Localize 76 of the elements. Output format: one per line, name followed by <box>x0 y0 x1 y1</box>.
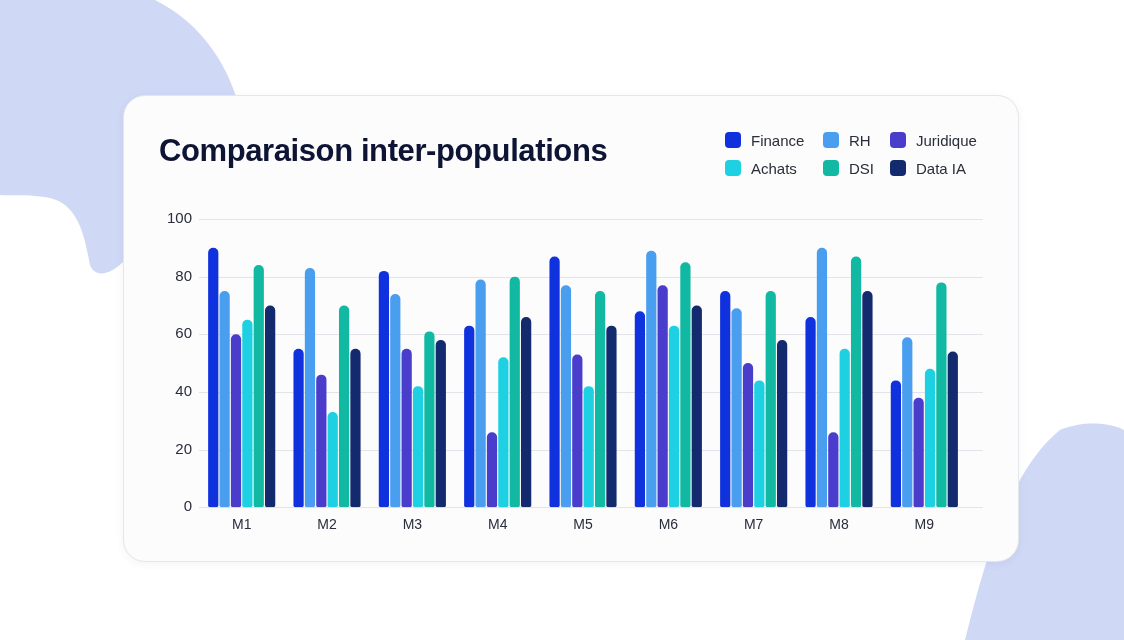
bar <box>208 247 219 508</box>
bar <box>464 325 475 508</box>
bar <box>924 368 936 508</box>
x-tick-label: M2 <box>317 516 337 533</box>
chart-title: Comparaison inter-populations <box>159 132 608 170</box>
y-tick-label: 20 <box>175 439 193 457</box>
bar <box>720 291 731 508</box>
bar <box>242 319 253 508</box>
bar <box>521 316 532 508</box>
bar <box>947 351 958 508</box>
legend-label: Data IA <box>916 159 967 177</box>
bar <box>583 386 594 508</box>
bar <box>668 325 680 508</box>
bar <box>338 305 350 508</box>
bar <box>850 256 862 508</box>
bar <box>839 348 850 508</box>
bar <box>350 348 361 508</box>
x-tick-label: M8 <box>829 516 849 533</box>
bar <box>594 291 606 508</box>
bar <box>572 354 583 508</box>
x-tick-label: M9 <box>914 516 935 533</box>
bar <box>253 265 264 508</box>
x-tick-label: M5 <box>573 516 593 533</box>
bar <box>902 337 913 508</box>
legend-label: Achats <box>751 159 797 177</box>
bar <box>304 267 316 508</box>
bar <box>378 270 390 508</box>
bar <box>606 325 617 508</box>
bar <box>680 262 691 508</box>
bar <box>634 311 646 508</box>
legend-label: DSI <box>849 159 875 177</box>
bar <box>509 276 520 508</box>
bar <box>560 285 572 508</box>
bar <box>657 285 668 508</box>
y-tick-label: 100 <box>167 209 193 227</box>
bar <box>777 340 788 508</box>
bar <box>742 363 754 508</box>
x-tick-label: M6 <box>658 516 679 533</box>
bar <box>765 291 776 508</box>
bar <box>230 334 242 508</box>
bar <box>486 432 498 508</box>
bar <box>828 432 839 508</box>
bar <box>805 316 816 508</box>
bar <box>754 380 765 508</box>
bar <box>412 386 424 508</box>
legend-label: Juridique <box>916 131 977 149</box>
y-tick-label: 0 <box>183 497 193 515</box>
y-tick-label: 40 <box>175 382 193 400</box>
x-tick-label: M3 <box>402 516 423 533</box>
bar <box>549 256 560 508</box>
bar <box>816 247 828 508</box>
bar <box>498 357 509 508</box>
bar <box>401 348 412 508</box>
bar <box>265 305 276 508</box>
legend-label: RH <box>849 131 871 149</box>
y-tick-label: 60 <box>175 324 193 342</box>
bar <box>424 331 435 508</box>
bar <box>435 340 446 508</box>
bar <box>390 293 401 508</box>
bar <box>293 348 304 508</box>
x-tick-label: M1 <box>231 516 252 533</box>
bar <box>862 291 873 508</box>
bar <box>691 305 702 508</box>
legend-label: Finance <box>751 131 805 149</box>
bar <box>316 374 327 508</box>
bar <box>327 412 338 508</box>
bar <box>913 397 924 508</box>
bar <box>475 279 486 508</box>
bar <box>890 380 902 508</box>
x-tick-label: M7 <box>743 516 764 533</box>
y-tick-label: 80 <box>175 266 193 284</box>
bar <box>219 291 230 508</box>
bar <box>731 308 742 508</box>
bar <box>646 250 657 508</box>
x-tick-label: M4 <box>487 516 508 533</box>
bar <box>936 282 947 508</box>
